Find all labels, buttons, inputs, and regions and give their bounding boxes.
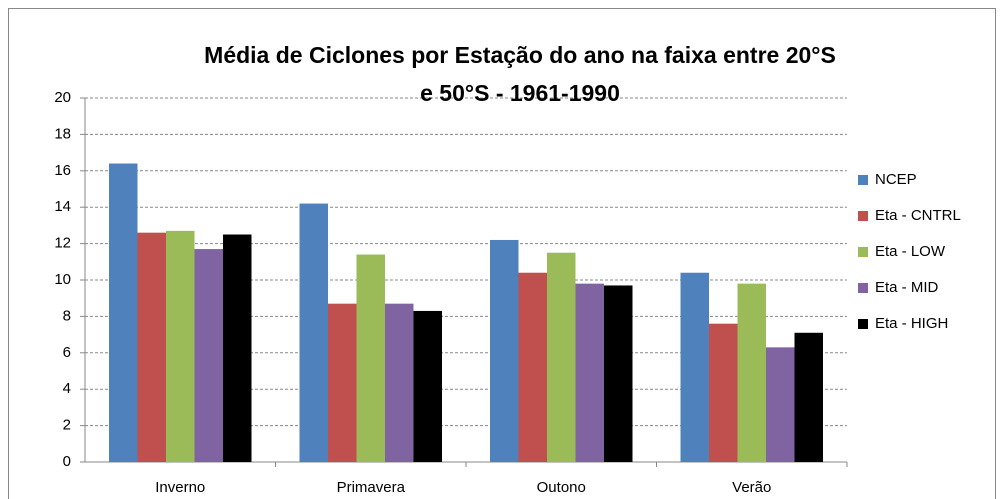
x-tick-label: Inverno [155,479,205,496]
y-tick-label: 2 [63,417,71,434]
chart-title: Média de Ciclones por Estação do ano na … [204,42,836,106]
bar [604,285,633,462]
legend-swatch [858,283,868,293]
legend-label: Eta - LOW [875,243,946,260]
bar [299,203,328,462]
y-tick-label: 4 [63,380,71,397]
legend-label: Eta - CNTRL [875,207,961,224]
y-tick-label: 0 [63,453,71,470]
bar [194,249,223,462]
y-tick-label: 10 [54,271,71,288]
y-tick-label: 6 [63,344,71,361]
bar [547,252,576,462]
y-tick-label: 18 [54,125,71,142]
bar [709,323,738,462]
y-tick-label: 14 [54,198,71,215]
x-tick-label: Outono [537,479,586,496]
bar [766,347,795,462]
x-tick-label: Primavera [337,479,406,496]
y-tick-label: 8 [63,307,71,324]
legend-swatch [858,211,868,221]
legend-label: Eta - MID [875,279,939,296]
bar [575,283,604,462]
bar [385,303,414,462]
legend-swatch [858,247,868,257]
bar [680,272,709,462]
bar [356,254,385,462]
bar [109,163,138,462]
legend-label: NCEP [875,171,917,188]
bar [328,303,357,462]
bar [737,283,766,462]
bar [413,310,442,462]
bar [518,272,547,462]
bar [166,230,195,462]
bar [794,332,823,462]
bar [490,239,519,462]
x-tick-label: Verão [732,479,771,496]
bar [223,234,252,462]
y-tick-label: 20 [54,89,71,106]
legend-swatch [858,319,868,329]
y-tick-label: 16 [54,162,71,179]
y-tick-label: 12 [54,235,71,252]
bar [137,232,166,462]
legend-swatch [858,175,868,185]
legend-label: Eta - HIGH [875,315,948,332]
